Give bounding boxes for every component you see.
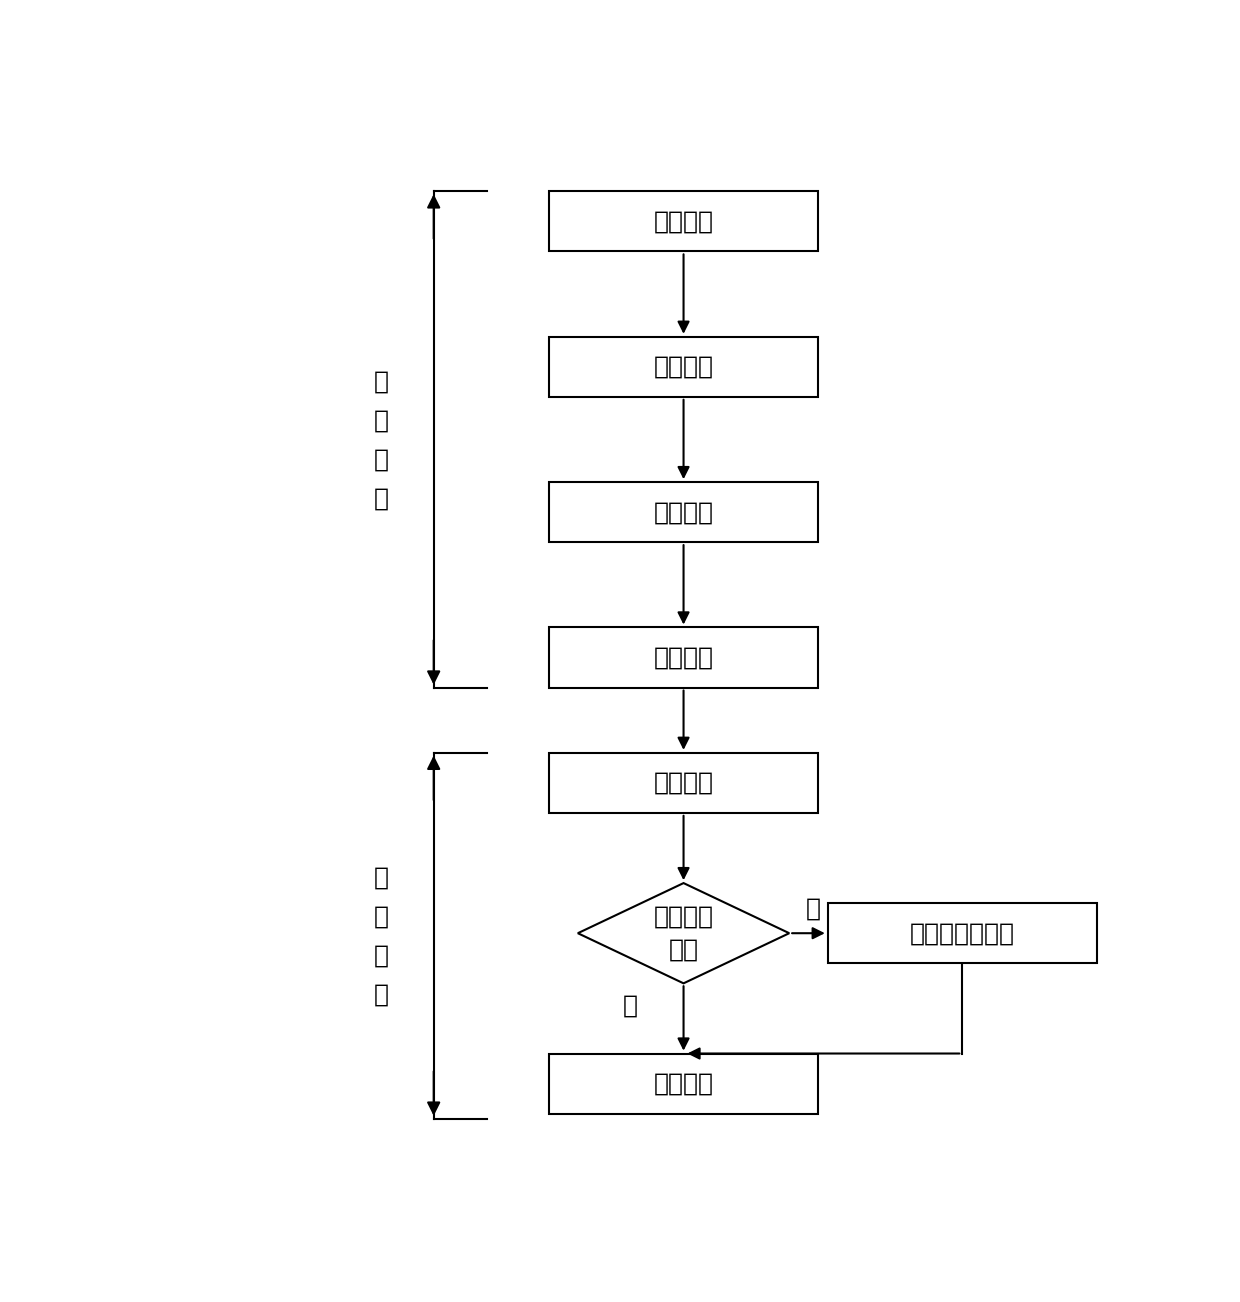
Polygon shape <box>578 883 789 983</box>
Text: 是: 是 <box>624 993 639 1017</box>
FancyBboxPatch shape <box>549 482 818 542</box>
FancyBboxPatch shape <box>549 628 818 687</box>
Text: 变换、修改花样: 变换、修改花样 <box>910 922 1014 945</box>
Text: 否: 否 <box>806 896 821 921</box>
Text: 是否符合
要求: 是否符合 要求 <box>653 905 713 962</box>
FancyBboxPatch shape <box>549 1053 818 1113</box>
Text: 读出花样: 读出花样 <box>653 771 713 794</box>
Text: 设计花样: 设计花样 <box>653 210 713 233</box>
Text: 花样分段: 花样分段 <box>653 354 713 379</box>
Text: 编
制
花
样: 编 制 花 样 <box>373 370 388 510</box>
Text: 逐段输入: 逐段输入 <box>653 500 713 525</box>
Text: 缝
纫
花
样: 缝 纫 花 样 <box>373 866 388 1006</box>
FancyBboxPatch shape <box>828 904 1096 963</box>
FancyBboxPatch shape <box>549 191 818 251</box>
Text: 保存花样: 保存花样 <box>653 646 713 669</box>
FancyBboxPatch shape <box>549 337 818 397</box>
FancyBboxPatch shape <box>549 753 818 812</box>
Text: 缝纫花样: 缝纫花样 <box>653 1072 713 1095</box>
